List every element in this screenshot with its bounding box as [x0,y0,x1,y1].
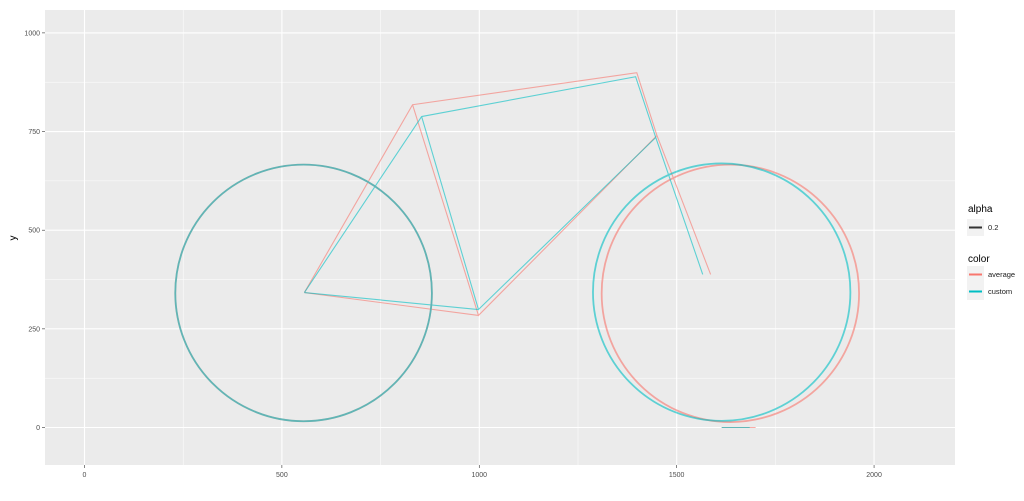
plot-panel [45,10,955,465]
x-tick-label: 1000 [471,472,487,479]
frame-line-average [303,72,712,293]
y-tick-label: 1000 [24,30,40,37]
x-tick-label: 2000 [866,472,882,479]
frame-line-custom [304,292,479,311]
y-axis-label: y [8,236,19,241]
legend-alpha-label: 0.2 [988,223,998,232]
legend-color-title: color [968,254,990,265]
y-tick-label: 250 [28,326,40,333]
legend-custom-label: custom [988,287,1012,296]
frame-line-custom [303,76,704,293]
x-tick-label: 1500 [669,472,685,479]
legend-alpha-title: alpha [968,204,993,215]
legend-average-label: average [988,270,1015,279]
frame-line-average [304,292,479,316]
x-tick-label: 0 [83,472,87,479]
wheel-custom [592,162,852,422]
x-tick-label: 500 [276,472,288,479]
series-custom [174,76,852,429]
legend: alpha 0.2 color average custom [967,204,1015,300]
y-tick-label: 750 [28,129,40,136]
wheel-custom [174,163,433,423]
y-tick-label: 0 [36,425,40,432]
y-tick-label: 500 [28,228,40,235]
